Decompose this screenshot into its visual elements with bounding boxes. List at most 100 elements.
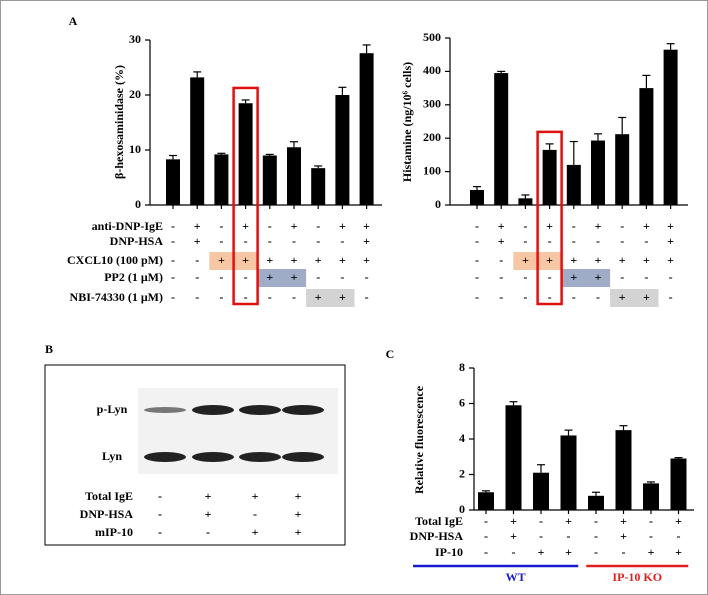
condition-sign: +: [339, 290, 346, 304]
condition-label: Total IgE: [85, 489, 133, 503]
condition-sign: -: [523, 234, 527, 248]
condition-label: IP-10: [435, 545, 463, 559]
condition-sign: +: [643, 253, 650, 267]
condition-sign: -: [268, 290, 272, 304]
condition-sign: +: [363, 253, 370, 267]
condition-label: DNP-HSA: [80, 507, 134, 521]
condition-sign: -: [158, 525, 162, 539]
bar: [639, 88, 654, 205]
bar: [518, 198, 533, 205]
condition-sign: -: [219, 270, 223, 284]
condition-sign: +: [570, 253, 577, 267]
y-tick-label: 200: [423, 130, 441, 144]
band: [192, 405, 234, 415]
condition-sign: +: [595, 270, 602, 284]
condition-sign: -: [484, 529, 488, 543]
condition-sign: +: [620, 514, 627, 528]
bar: [190, 77, 205, 205]
y-tick-label: 6: [459, 395, 465, 409]
condition-sign: +: [242, 219, 249, 233]
band-label: Lyn: [102, 449, 122, 463]
condition-sign: -: [244, 234, 248, 248]
condition-sign: -: [677, 529, 681, 543]
condition-sign: -: [620, 234, 624, 248]
condition-sign: -: [340, 270, 344, 284]
condition-sign: -: [195, 253, 199, 267]
condition-label: NBI-74330 (1 μM): [70, 290, 163, 304]
condition-sign: -: [292, 234, 296, 248]
condition-sign: -: [158, 507, 162, 521]
bar: [505, 405, 522, 510]
condition-sign: +: [595, 219, 602, 233]
condition-sign: -: [594, 545, 598, 559]
condition-sign: -: [219, 290, 223, 304]
condition-sign: +: [675, 514, 682, 528]
condition-sign: -: [622, 545, 626, 559]
condition-sign: -: [244, 270, 248, 284]
condition-sign: -: [171, 253, 175, 267]
condition-sign: +: [194, 234, 201, 248]
condition-sign: -: [475, 290, 479, 304]
bar: [494, 73, 509, 205]
condition-sign: -: [499, 253, 503, 267]
band: [192, 452, 234, 462]
condition-sign: -: [219, 219, 223, 233]
band: [239, 405, 281, 415]
condition-sign: -: [484, 545, 488, 559]
condition-sign: +: [619, 253, 626, 267]
condition-sign: -: [365, 290, 369, 304]
panel-label: B: [45, 342, 53, 356]
condition-sign: -: [316, 234, 320, 248]
y-tick-label: 20: [129, 87, 141, 101]
bar: [470, 189, 484, 205]
band: [144, 452, 186, 462]
condition-sign: +: [194, 219, 201, 233]
condition-sign: +: [266, 253, 273, 267]
condition-sign: -: [649, 514, 653, 528]
y-tick-label: 2: [459, 466, 465, 480]
condition-sign: +: [510, 529, 517, 543]
blot-frame: [44, 364, 346, 546]
bar: [533, 472, 549, 510]
bar: [663, 49, 678, 205]
condition-sign: +: [363, 234, 370, 248]
y-tick-label: 400: [423, 63, 441, 77]
condition-sign: -: [219, 234, 223, 248]
bar: [335, 95, 350, 205]
condition-sign: +: [538, 545, 545, 559]
condition-sign: -: [539, 529, 543, 543]
condition-sign: -: [548, 270, 552, 284]
y-tick-label: 30: [129, 32, 141, 46]
band: [239, 452, 281, 462]
condition-sign: +: [315, 253, 322, 267]
condition-sign: +: [291, 219, 298, 233]
condition-shade: [610, 289, 659, 307]
y-tick-label: 300: [423, 97, 441, 111]
condition-sign: -: [572, 290, 576, 304]
condition-sign: -: [669, 290, 673, 304]
condition-sign: -: [171, 290, 175, 304]
y-tick-label: 0: [435, 197, 441, 211]
condition-sign: +: [510, 514, 517, 528]
group-label: WT: [506, 570, 526, 584]
condition-sign: +: [546, 253, 553, 267]
condition-sign: -: [548, 234, 552, 248]
condition-sign: +: [570, 270, 577, 284]
condition-sign: +: [565, 545, 572, 559]
y-tick-label: 500: [423, 30, 441, 44]
y-tick-label: 10: [129, 142, 141, 156]
condition-sign: +: [667, 234, 674, 248]
bar: [214, 154, 229, 205]
condition-sign: +: [565, 514, 572, 528]
bar: [359, 53, 374, 206]
condition-sign: +: [291, 253, 298, 267]
condition-sign: +: [620, 529, 627, 543]
condition-sign: -: [594, 514, 598, 528]
condition-sign: -: [268, 234, 272, 248]
condition-sign: +: [675, 545, 682, 559]
condition-sign: +: [291, 270, 298, 284]
condition-sign: +: [252, 525, 259, 539]
condition-label: anti-DNP-IgE: [92, 219, 163, 233]
condition-sign: +: [643, 219, 650, 233]
